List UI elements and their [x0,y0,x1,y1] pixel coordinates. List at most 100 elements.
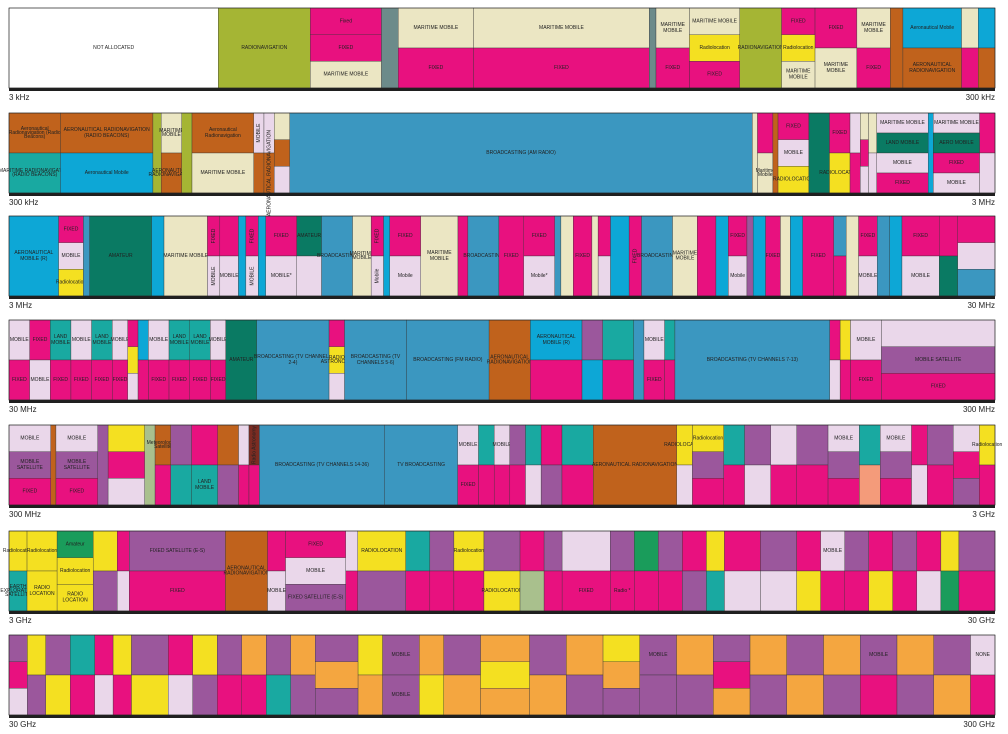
band-segment [850,359,882,401]
band-segment [961,47,979,89]
band [706,530,725,612]
band-label-line: RADIONAVIGATION [487,360,533,366]
band-segment [530,319,583,361]
band-segment [958,530,996,572]
band-segment [131,634,169,676]
band-label-line: FIXED [811,253,826,259]
band-label-line: Radiolocation [783,45,814,51]
band-segment [868,112,877,154]
band-label-line: FIXED [730,233,745,239]
row-end-frequency: 30 GHz [968,616,995,625]
band-label: Meteorological Satellite [147,440,180,450]
band-segment [248,464,260,506]
band-label-line: FIXED [665,65,680,71]
band [45,634,71,716]
band-segment [405,530,431,572]
band-label: MARITIME MOBILE [350,251,375,261]
band-segment [796,570,821,612]
band-label-line: MOBILE [893,160,913,166]
band: MOBILE [880,424,912,506]
band-segment [127,319,139,347]
band-label-line: FIXED [791,19,806,25]
band-label: AERONAUTICAL RADIONAVIGATION [148,168,194,178]
band-segment [881,346,996,374]
band-label-line: SATELLITE [64,465,91,471]
band-segment [849,152,861,194]
band-segment [181,112,193,194]
band-segment [107,478,145,506]
band-segment [839,319,851,361]
band-segment [602,661,640,689]
band [896,634,934,716]
band [796,424,829,506]
band-label: FIXED [786,124,801,130]
band-label-line: MOBILE [886,436,906,442]
band: AERONAUTICAL RADIONAVIGATION [224,530,270,612]
band-label: FIXED [931,384,946,390]
band: MOBILE [860,634,898,716]
band-segment [845,215,859,297]
band-label-line: BROADCASTING [637,253,677,259]
row-frame [8,7,996,89]
band: MARITIME MOBILE FIXED [473,7,650,89]
band-segment [519,530,545,572]
band-segment [192,674,218,716]
band-label: Radiolocation [972,442,1003,448]
band-label-line: Aeronautical Mobile [910,25,954,31]
band [525,424,542,506]
band-segment [117,530,130,572]
band-segment [664,359,676,401]
band-segment [892,570,918,612]
band-label-line: BROADCASTING (TV CHANNELS 14-36) [275,462,369,468]
band [697,215,717,297]
band-label: Radiolocation [60,568,91,574]
band: Maritime Mobile [756,112,775,194]
band-segment [820,570,845,612]
band-segment [823,634,861,676]
band-segment [713,661,751,689]
band-label-line: AERONAUTICAL RADIONAVIGATION [592,462,678,468]
band-segment [602,319,634,361]
band-label: MOBILE [823,548,843,554]
band-segment [217,674,242,716]
band-segment [406,319,490,401]
band-segment [519,570,545,612]
band-label-line: MARITIME [824,62,849,68]
band-segment [480,661,530,689]
band-segment [757,112,774,154]
band [715,215,729,297]
band-label: AERONAUTICAL RADIONAVIGATION (RADIO BEACO… [64,127,150,139]
band-label-line: MARITIME [673,251,698,257]
band-label-line: FIXED SATELLITE (E-S) [150,548,206,554]
band: Aeronautical Radionavigation (Radio Beacon… [0,112,71,194]
band-label-line: AERONAUTICAL [913,62,952,68]
band-label: Radio * [614,588,630,594]
band: MOBILE FIXED [111,319,130,401]
band [664,319,676,401]
band-segment [957,215,996,243]
band-segment [844,530,869,572]
band-label-line: MARITIME MOBILE [163,253,208,259]
band-segment [880,478,912,506]
band-segment [724,530,761,572]
band-label: Mobile [398,273,413,279]
band-segment [655,7,690,49]
band: BROADCASTING [637,215,677,297]
band-segment [566,634,604,676]
band: FIXED Mobile [389,215,421,297]
band [744,424,771,506]
band-segment [744,424,771,466]
band-label-line: MOBILE SATELLITE [915,357,962,363]
row-frame [8,319,996,401]
band-segment [357,570,406,612]
band-label-line: FIXED [429,65,444,71]
band-segment [927,424,954,466]
row-frame [8,634,996,716]
band-label-line: Radiolocation [693,436,724,442]
band-segment [117,570,130,612]
band-label: Radiolocation [56,280,87,286]
band-segment [957,269,996,297]
band-label-line: RADIOLOCATION [819,170,860,176]
band-segment [483,530,521,572]
band-label-line: MOBILE [827,68,847,74]
